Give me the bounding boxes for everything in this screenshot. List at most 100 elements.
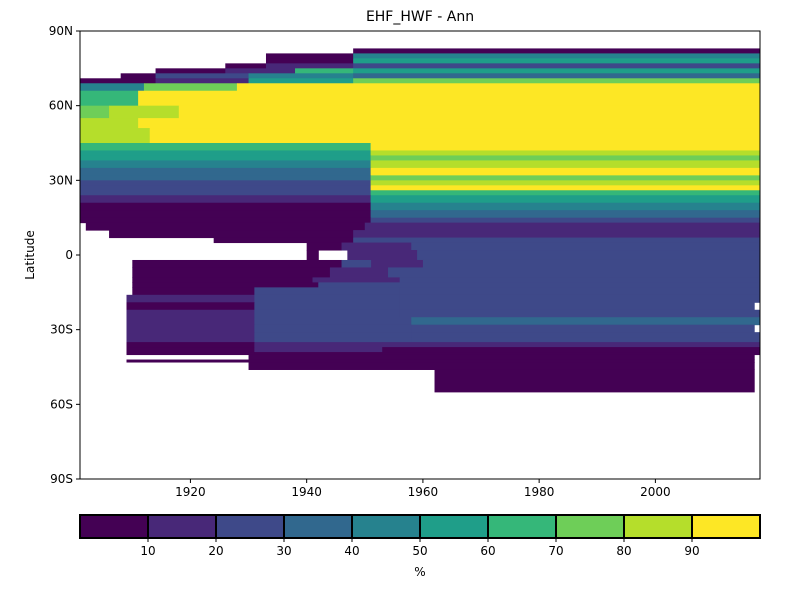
heatmap-cell — [411, 317, 761, 326]
heatmap-cell — [80, 175, 372, 181]
heatmap-cell — [411, 324, 755, 333]
y-tick-label: 0 — [65, 248, 73, 262]
colorbar-tick-label: 90 — [684, 544, 699, 558]
heatmap-cell — [254, 332, 412, 338]
x-tick-label: 2000 — [640, 485, 671, 499]
heatmap-cell — [80, 167, 372, 176]
heatmap-cell — [388, 282, 761, 288]
chart-title: EHF_HWF - Ann — [366, 9, 474, 25]
heatmap-cell — [126, 347, 255, 353]
heatmap-cell — [382, 347, 761, 353]
heatmap-cell — [370, 143, 761, 151]
heatmap-cell — [265, 53, 354, 59]
colorbar-tick-label: 20 — [208, 544, 223, 558]
heatmap-cell — [248, 73, 354, 79]
colorbar-tick-label: 80 — [616, 544, 631, 558]
heatmap-cell — [80, 217, 372, 224]
heatmap-cell — [126, 294, 255, 303]
heatmap-cell — [80, 155, 372, 161]
heatmap-cell — [422, 259, 761, 268]
heatmap-cell — [254, 324, 412, 333]
heatmap-cell — [364, 222, 761, 231]
heatmap-cell — [370, 202, 761, 211]
colorbar-swatch — [147, 514, 217, 539]
heatmap-cell — [138, 90, 761, 107]
heatmap-cell — [341, 259, 372, 268]
heatmap-cell — [370, 185, 761, 191]
heatmap-cell — [254, 309, 401, 318]
colorbar-tick-label: 50 — [412, 544, 427, 558]
heatmap-cell — [132, 282, 319, 288]
heatmap-cell — [132, 277, 313, 283]
heatmap-cell — [353, 53, 761, 59]
colorbar-swatch — [215, 514, 285, 539]
colorbar-swatch — [623, 514, 693, 539]
colorbar-tick-label: 60 — [480, 544, 495, 558]
heatmap-cell — [382, 342, 761, 348]
heatmap-cell — [370, 167, 761, 176]
heatmap-cell — [411, 332, 761, 338]
heatmap-cell — [126, 324, 255, 333]
colorbar-swatch — [691, 514, 761, 539]
heatmap-cell — [236, 83, 761, 92]
heatmap-cell — [265, 58, 354, 64]
heatmap-cell — [306, 250, 319, 261]
plot-area — [80, 48, 761, 393]
heatmap-cell — [329, 267, 389, 278]
heatmap-cell — [353, 48, 761, 54]
heatmap-cell — [138, 118, 761, 129]
heatmap-cell — [341, 242, 412, 251]
heatmap-cell — [434, 369, 755, 393]
colorbar-swatch — [487, 514, 557, 539]
heatmap-cell — [353, 58, 761, 64]
heatmap-cell — [254, 302, 401, 311]
heatmap-cell — [353, 68, 761, 74]
y-axis-label: Latitude — [23, 230, 37, 279]
y-axis: 90N 60N 30N 0 30S 60S 90S — [49, 24, 80, 486]
heatmap-cell — [347, 250, 418, 261]
y-tick-label: 60S — [50, 397, 73, 411]
heatmap-cell — [178, 105, 761, 119]
heatmap-cell — [80, 118, 139, 129]
heatmap-cell — [370, 217, 761, 224]
colorbar-swatch — [555, 514, 625, 539]
heatmap-cell — [370, 180, 761, 186]
colorbar-swatch — [283, 514, 353, 539]
heatmap-cell — [213, 237, 354, 244]
heatmap-cell — [254, 342, 383, 348]
heatmap-cell — [295, 68, 354, 74]
heatmap-cell — [353, 230, 761, 239]
heatmap-cell — [126, 337, 255, 343]
heatmap-cell — [312, 277, 401, 283]
heatmap-cell — [80, 210, 372, 219]
heatmap-cell — [80, 150, 372, 156]
y-tick-label: 60N — [49, 99, 73, 113]
heatmap-cell — [80, 143, 372, 151]
heatmap-cell — [80, 195, 372, 204]
heatmap-cell — [399, 287, 761, 296]
heatmap-cell — [388, 267, 761, 278]
heatmap-cell — [254, 287, 401, 296]
heatmap-cell — [370, 155, 761, 161]
heatmap-cell — [248, 78, 354, 84]
heatmap-cell — [254, 294, 401, 303]
heatmap-cell — [353, 78, 761, 84]
colorbar-label: % — [414, 565, 425, 579]
heatmap-cell — [126, 302, 255, 311]
x-tick-label: 1920 — [175, 485, 206, 499]
heatmap-cell — [306, 242, 343, 251]
heatmap-cell — [80, 105, 110, 119]
heatmap-cell — [80, 180, 372, 186]
colorbar-tick-label: 10 — [140, 544, 155, 558]
heatmap-cell — [80, 128, 151, 144]
heatmap-cell — [318, 282, 389, 288]
heatmap-cell — [80, 78, 157, 84]
heatmap-cell — [80, 202, 372, 211]
y-tick-label: 90N — [49, 24, 73, 38]
heatmap-cell — [370, 190, 761, 196]
heatmap-cell — [225, 68, 296, 74]
heatmap-cell — [411, 242, 761, 251]
heatmap-cell — [358, 259, 424, 268]
heatmap-cell — [126, 359, 250, 363]
heatmap-cell — [225, 63, 267, 69]
